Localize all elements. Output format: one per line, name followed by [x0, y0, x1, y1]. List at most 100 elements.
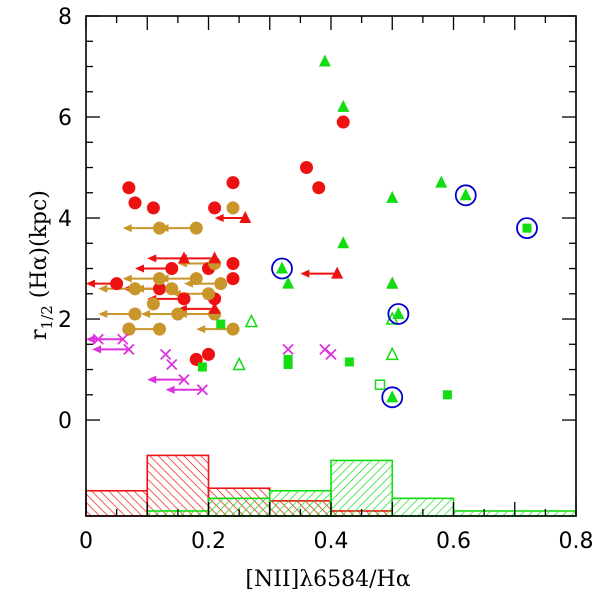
green-open-triangles-point-1: [232, 356, 246, 371]
magenta-crosses-point-2-b: [123, 343, 135, 355]
gold-circles-point-0: [226, 201, 240, 215]
magenta-crosses-point-7: [282, 343, 294, 355]
upper-limit-arrowhead-22: [196, 325, 206, 334]
magenta-crosses-point-8-b: [319, 343, 331, 355]
magenta-crosses-point-3: [159, 348, 172, 361]
magenta-crosses-point-9: [325, 348, 337, 361]
red-circles-point-0: [122, 181, 136, 195]
green-triangles-point-10: [386, 390, 399, 403]
gold-circles-point-14: [122, 322, 136, 336]
upper-limit-arrowhead-11: [122, 274, 132, 283]
blue-circled-point-1: [454, 184, 477, 207]
gold-circles-point-16: [226, 322, 240, 336]
red-circles-point-8: [165, 262, 179, 276]
red-circles-point-10: [226, 256, 240, 270]
red-circles-point-2: [146, 201, 160, 215]
green-squares-point-6: [442, 390, 452, 400]
red-circles-point-18: [202, 347, 215, 361]
y-axis-title-main: r: [27, 329, 52, 340]
blue-circled-point-4: [381, 386, 404, 409]
red-circles-point-7: [312, 181, 326, 195]
y-tick-label: 6: [58, 106, 72, 131]
gold-circles-point-12: [171, 307, 185, 321]
magenta-crosses-point-3-b: [159, 348, 172, 361]
upper-limit-arrowhead-25: [147, 375, 157, 384]
magenta-crosses-point-1-b: [117, 333, 129, 345]
red-triangles-point-0: [239, 211, 252, 224]
magenta-crosses-point-7-b: [282, 343, 294, 355]
red-circles-point-6: [300, 161, 313, 175]
x-tick-label: 0.6: [436, 529, 471, 554]
y-axis-title-sub: 1/2: [38, 305, 56, 329]
magenta-crosses-point-0: [92, 333, 104, 345]
magenta-crosses-point-4: [166, 358, 178, 371]
blue-circled-point-2: [516, 217, 538, 240]
red-triangles-point-3: [331, 266, 344, 279]
upper-limit-arrowhead-9: [122, 224, 132, 233]
green-triangles-point-5: [337, 236, 350, 249]
green-squares-point-5: [197, 362, 207, 372]
blue-circled-point-3: [387, 303, 410, 325]
x-tick-label: 0.8: [559, 529, 594, 554]
red-circles-point-14: [177, 292, 191, 306]
green-triangles-point-4: [459, 188, 472, 201]
upper-limit-arrowhead-6: [86, 279, 95, 288]
green-triangles-point-2: [386, 190, 399, 203]
magenta-crosses-point-2: [123, 343, 135, 355]
x-tick-label: 0.2: [191, 529, 226, 554]
green-triangles-point-6: [276, 261, 288, 274]
magenta-crosses-point-6: [196, 384, 209, 396]
x-tick-label: 0.4: [314, 529, 349, 554]
blue-circled-point-0: [271, 257, 293, 280]
magenta-crosses-point-0-b: [92, 333, 104, 345]
red-triangles-point-1: [178, 251, 190, 264]
red-circles-point-11: [226, 272, 240, 286]
red-circles-point-12: [110, 277, 124, 291]
green-squares-point-0: [522, 223, 532, 233]
upper-limit-arrowhead-24: [92, 345, 102, 354]
green-open-triangles-point-0: [244, 313, 259, 328]
gold-circles-point-9: [214, 277, 228, 291]
green-histogram-bar-3: [330, 459, 394, 517]
green-triangles-point-9: [392, 306, 405, 319]
x-axis-title: [NII]λ6584/Hα: [245, 567, 410, 592]
upper-limit-arrowhead-14: [98, 284, 108, 293]
upper-limit-arrowhead-0: [214, 214, 224, 223]
magenta-crosses-point-4-b: [166, 358, 178, 371]
green-triangles-point-3: [435, 175, 448, 188]
y-tick-label: 4: [58, 207, 72, 232]
red-circles-point-4: [208, 201, 222, 215]
gold-circles-point-10: [146, 297, 160, 311]
y-tick-label: 8: [58, 5, 72, 30]
upper-limit-arrowhead-19: [141, 309, 151, 318]
upper-limit-arrowhead-18: [98, 309, 108, 318]
x-tick-label: 0: [79, 529, 93, 554]
upper-limit-arrowhead-3: [300, 269, 310, 278]
y-tick-label: 0: [58, 409, 72, 434]
marker-layer: [92, 54, 538, 409]
gold-circles-point-11: [128, 307, 142, 321]
gold-circles-point-3: [153, 272, 166, 286]
upper-limit-arrowhead-4: [177, 304, 187, 313]
upper-limit-arrowhead-27: [86, 335, 95, 344]
upper-limit-arrowhead-1: [147, 254, 157, 263]
red-triangles-point-2: [208, 251, 221, 264]
magenta-crosses-point-1: [117, 333, 129, 345]
y-axis-title-rest: (Hα)(kpc): [27, 190, 52, 305]
axes: 0 0.2 0.4 0.6 0.8 0 2 4 6 8: [58, 5, 594, 554]
gold-circles-point-7: [165, 282, 179, 296]
gold-circles-point-1: [153, 221, 166, 235]
green-squares-point-4: [344, 357, 354, 367]
y-tick-label: 2: [58, 308, 72, 333]
upper-limit-arrowhead-5: [135, 264, 144, 273]
green-triangles-point-8: [386, 276, 399, 289]
plot-frame: [85, 15, 577, 517]
red-histogram-bar-1: [146, 454, 210, 517]
magenta-crosses-point-5-b: [178, 373, 190, 386]
magenta-crosses-point-6-b: [196, 384, 209, 396]
red-circles-point-3: [226, 176, 240, 190]
green-triangles-point-0: [318, 54, 331, 67]
magenta-crosses-point-5: [178, 373, 190, 386]
upper-limit-arrowhead-26: [165, 385, 175, 394]
red-triangles-point-5: [208, 301, 221, 314]
